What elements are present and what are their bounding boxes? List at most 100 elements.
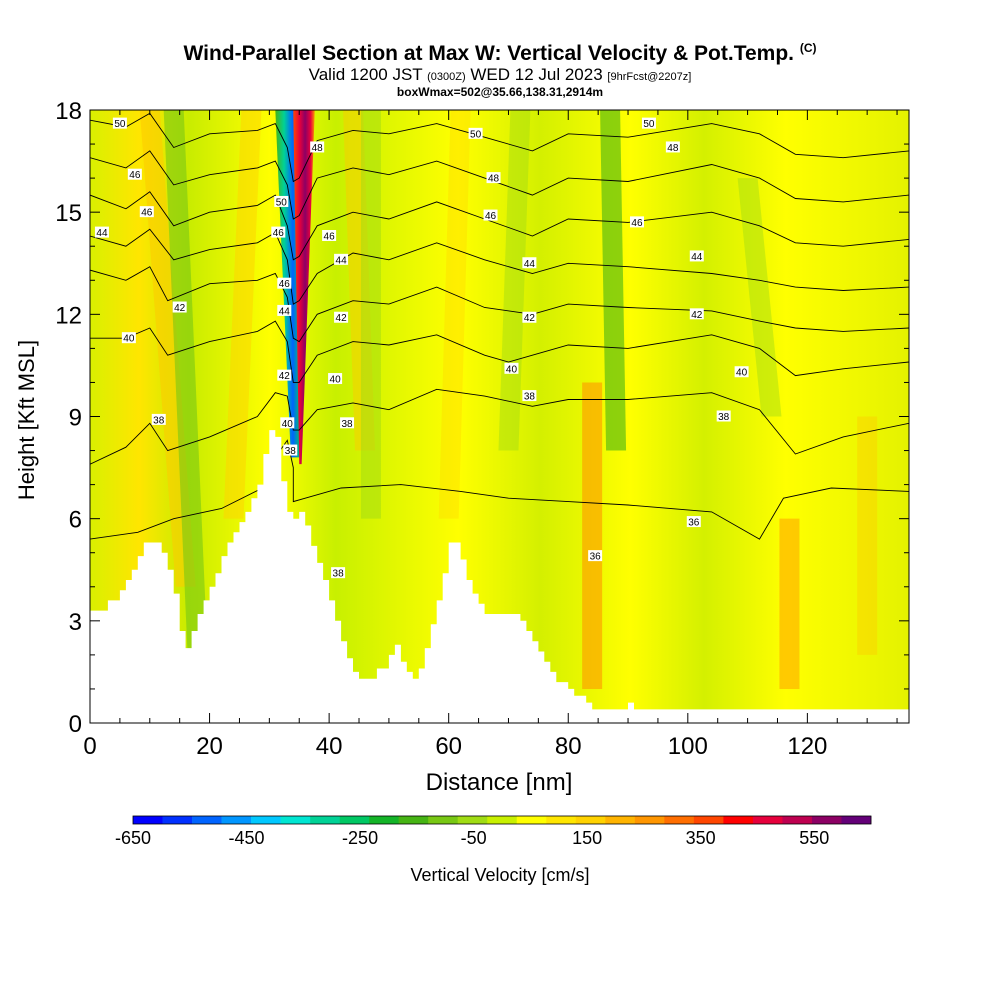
contour-label-bg [277,277,292,289]
colorbar-label: Vertical Velocity [cm/s] [410,865,589,885]
contour-label-bg [277,304,292,316]
contour-label-text: 50 [643,119,655,130]
colorbar-tick-label: 550 [799,828,829,848]
contour-label-bg [641,117,656,129]
chart-title-block: Wind-Parallel Section at Max W: Vertical… [0,36,1000,99]
colorbar-swatch [575,816,606,824]
contour-label-text: 36 [590,552,602,563]
x-tick-label: 20 [196,733,223,760]
contour-label-bg [665,141,680,153]
contour-label-text: 46 [279,279,291,290]
contour-label-bg [283,444,298,456]
contour-label-text: 40 [506,364,518,375]
x-tick-label: 100 [668,733,708,760]
colorbar-swatch [428,816,459,824]
contour-label-bg [522,390,537,402]
contour-label-bg [629,216,644,228]
contour-label-text: 44 [96,228,108,239]
x-tick-label: 120 [787,733,827,760]
contour-label-text: 46 [129,170,141,181]
colorbar-swatch [369,816,399,824]
contour-label-text: 46 [273,228,285,239]
contour-label: 46 [483,209,498,222]
contour-label-text: 48 [488,174,500,185]
contour-label: 50 [641,117,656,130]
contour-label: 38 [522,390,537,403]
contour-label-bg [172,301,187,313]
theta-contour-46 [90,191,909,261]
y-axis-label: Height [Kft MSL] [14,340,39,500]
colorbar-tick-label: 150 [572,828,602,848]
contour-label-bg [483,209,498,221]
colorbar-tick-label: -50 [461,828,487,848]
contour-label-bg [522,257,537,269]
contour-label: 46 [322,230,337,243]
colorbar-swatch [693,816,724,824]
colorbar-swatch [133,816,163,824]
contour-label-text: 38 [285,446,297,457]
contour-label: 36 [686,516,701,529]
colorbar-swatch [634,816,665,824]
contour-label-bg [689,308,704,320]
colorbar: -650 -450 -250 -50 150 350 550 [115,815,872,848]
colorbar-tick-label: 350 [686,828,716,848]
contour-label: 42 [277,369,292,382]
contour-label-bg [686,516,701,528]
velocity-band [438,110,471,519]
contour-label-bg [340,417,355,429]
y-tick-label: 12 [55,302,82,329]
velocity-band [582,382,603,689]
contour-label: 42 [522,311,537,324]
contour-label: 44 [689,250,704,263]
contour-label: 36 [588,550,603,563]
colorbar-swatch [398,816,429,824]
contour-label: 42 [334,311,349,324]
contour-label: 42 [172,301,187,314]
contour-label-text: 42 [336,313,348,324]
contour-label: 40 [328,373,343,386]
contour-label-text: 42 [279,371,291,382]
contour-label: 38 [283,444,298,457]
colorbar-tick-label: -250 [342,828,378,848]
contour-label: 50 [274,195,289,208]
contour-label-bg [121,332,136,344]
contour-label-text: 46 [141,208,153,219]
contour-label-bg [689,250,704,262]
contour-label-bg [334,253,349,265]
contour-label-text: 50 [276,197,288,208]
chart-subtitle: Valid 1200 JST (0300Z) WED 12 Jul 2023 [… [308,65,692,84]
colorbar-swatch [162,816,193,824]
x-axis-label: Distance [nm] [426,769,573,796]
colorbar-swatch [752,816,783,824]
colorbar-swatch [546,816,577,824]
theta-contour-42 [90,266,909,343]
contour-label-text: 50 [114,119,126,130]
theta-contour-38 [90,388,909,465]
colorbar-swatch [251,816,281,824]
contour-label-bg [322,230,337,242]
colorbar-swatch [841,816,872,824]
contour-label-bg [716,410,731,422]
contour-label-text: 46 [631,218,643,229]
contour-label-text: 46 [324,232,336,243]
colorbar-swatch [192,816,222,824]
velocity-band [600,110,627,451]
contour-label-bg [127,168,142,180]
contour-label: 40 [734,366,749,379]
theta-contour-40 [90,320,909,383]
contour-label-text: 48 [312,143,324,154]
contour-label-bg [328,373,343,385]
contour-label-text: 38 [341,419,353,430]
theta-contour-48 [90,150,909,220]
colorbar-swatch [782,816,813,824]
theta-contour-50 [90,112,909,183]
colorbar-swatch [310,816,340,824]
velocity-band [360,110,381,519]
contour-label-bg [331,567,346,579]
contour-label-text: 44 [524,259,536,270]
contour-label-text: 44 [691,252,703,263]
contour-label-bg [94,226,109,238]
contour-label-text: 48 [667,143,679,154]
contour-label: 46 [271,226,286,239]
contour-label-text: 38 [153,415,165,426]
